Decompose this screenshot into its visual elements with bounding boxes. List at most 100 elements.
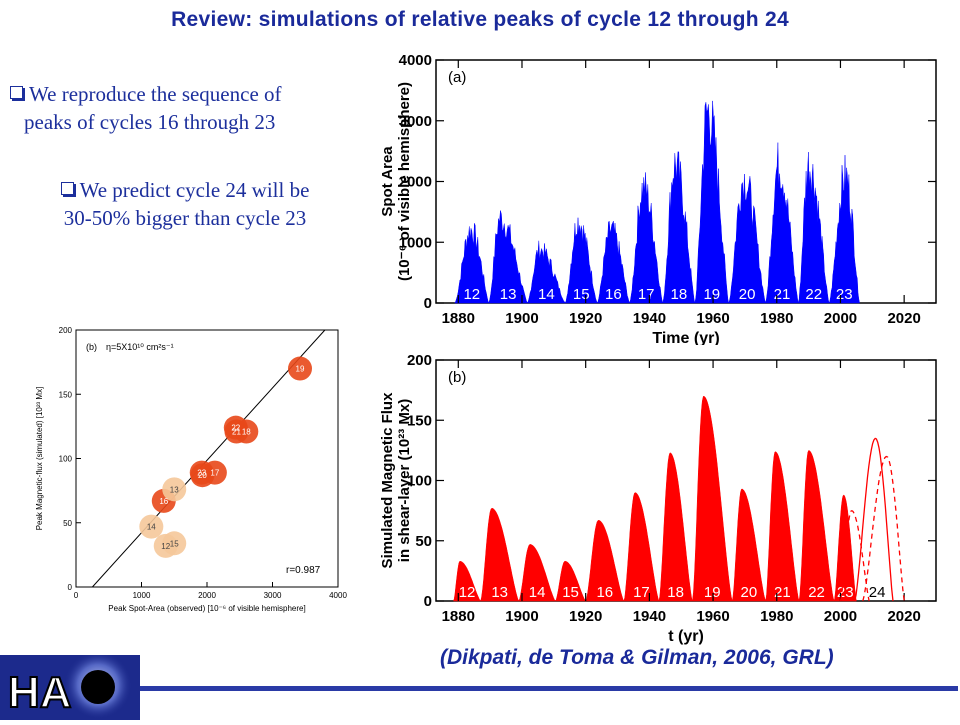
cycle-area-15 <box>564 217 598 304</box>
x-tick-label: 2000 <box>824 608 857 625</box>
x-tick-label: 1880 <box>442 608 475 625</box>
y-tick-label: 0 <box>68 583 73 592</box>
cycle-area-15 <box>554 560 587 602</box>
panel-label: (b) <box>86 342 97 352</box>
bullet-line-2: 30-50% bigger than cycle 23 <box>63 206 307 230</box>
cycle-label-18: 18 <box>667 584 684 601</box>
x-tick-label: 3000 <box>264 591 282 600</box>
y-axis-label-line1: Spot Area <box>379 146 396 217</box>
y-tick-label: 0 <box>424 295 432 312</box>
x-tick-label: 2020 <box>887 608 920 625</box>
x-tick-label: 1960 <box>696 310 729 327</box>
cycle-label-24: 24 <box>869 584 886 601</box>
cycle-area-14 <box>518 544 556 602</box>
checkbox-bullet-icon <box>60 182 74 195</box>
scatter-label-16: 16 <box>159 497 168 506</box>
cycle-label-20: 20 <box>741 584 758 601</box>
scatter-label-21: 21 <box>232 428 241 437</box>
cycle-label-16: 16 <box>605 286 622 303</box>
bullet-predict: We predict cycle 24 will be 30-50% bigge… <box>0 176 370 232</box>
x-tick-label: 1940 <box>633 310 666 327</box>
cycle-area-23 <box>833 494 857 602</box>
x-tick-label: 1920 <box>569 608 602 625</box>
sun-disk-icon <box>81 670 115 704</box>
cycle-area-20 <box>731 488 766 602</box>
bullet-line-1: We reproduce the sequence of <box>10 80 370 108</box>
cycle-label-17: 17 <box>638 286 655 303</box>
x-axis-label: Peak Spot-Area (observed) [10⁻⁶ of visib… <box>108 604 305 613</box>
prediction-dashed-curve-0 <box>839 509 870 602</box>
y-tick-label: 0 <box>424 593 432 610</box>
bullet-line-1: We predict cycle 24 will be <box>0 176 370 204</box>
scatter-label-15: 15 <box>170 539 179 548</box>
x-tick-label: 1900 <box>505 608 538 625</box>
y-axis-label-group: Spot Area (10⁻⁶ of visible hemisphere) <box>379 82 413 281</box>
y-tick-label: 200 <box>407 352 432 369</box>
prediction-dashed-curve-1 <box>862 455 905 602</box>
cycle-label-15: 15 <box>573 286 590 303</box>
cycle-label-19: 19 <box>704 584 721 601</box>
cycle-label-22: 22 <box>808 584 825 601</box>
panel-label: (a) <box>448 69 466 86</box>
y-tick-label: 200 <box>59 326 73 335</box>
x-tick-label: 1880 <box>442 310 475 327</box>
checkbox-bullet-icon <box>10 86 23 99</box>
cycle-area-12 <box>453 561 482 602</box>
cycle-label-19: 19 <box>703 286 720 303</box>
y-axis-label-line1: Simulated Magnetic Flux <box>379 392 396 569</box>
cycle-label-14: 14 <box>538 286 555 303</box>
y-axis-label-line2: (10⁻⁶ of visible hemisphere) <box>396 82 413 281</box>
y-tick-label: 50 <box>415 533 432 550</box>
x-tick-label: 1900 <box>505 310 538 327</box>
cycle-area-20 <box>728 173 766 304</box>
scatter-point-18 <box>234 419 259 444</box>
x-tick-label: 2020 <box>887 310 920 327</box>
cycle-label-23: 23 <box>836 286 853 303</box>
cycle-area-18 <box>658 452 693 602</box>
peak-correlation-scatter: 0 1000 2000 3000 4000 0 50 100 150 200 12 15 14 16 13 2… <box>28 322 358 627</box>
cycle-area-22 <box>798 152 830 304</box>
scatter-label-13: 13 <box>170 485 179 494</box>
x-tick-label: 1960 <box>696 608 729 625</box>
x-tick-label: 1980 <box>760 608 793 625</box>
cycle-area-13 <box>480 507 520 602</box>
cycle-label-13: 13 <box>500 286 517 303</box>
logo-svg: HA <box>7 651 132 719</box>
bullet-reproduce: We reproduce the sequence of peaks of cy… <box>10 80 370 136</box>
x-tick-label: 1940 <box>633 608 666 625</box>
cycle-area-14 <box>527 240 566 304</box>
cycle-area-19 <box>694 100 730 304</box>
y-tick-label: 50 <box>63 519 72 528</box>
scatter-label-19: 19 <box>296 365 305 374</box>
y-axis-label: Peak Magnetic-flux (simulated) [10²³ Mx] <box>35 387 44 531</box>
scatter-point-15 <box>162 531 187 556</box>
diffusivity-annotation: η=5X10¹⁰ cm²s⁻¹ <box>106 342 174 352</box>
x-tick-label: 2000 <box>198 591 216 600</box>
magnetic-flux-chart: 12 13 14 15 16 17 18 19 20 21 22 23 1880 1900 1920 1940… <box>378 345 943 650</box>
panel-label: (b) <box>448 369 466 386</box>
scatter-label-20: 20 <box>198 471 207 480</box>
correlation-label: r=0.987 <box>286 565 321 576</box>
cycle-label-23: 23 <box>837 584 854 601</box>
x-axis-label: t (yr) <box>668 628 704 645</box>
scatter-label-22: 22 <box>231 424 240 433</box>
cycle-area-19 <box>692 396 733 602</box>
scatter-label-14: 14 <box>147 523 156 532</box>
cycle-area-21 <box>765 142 799 304</box>
scatter-point-14 <box>139 514 164 539</box>
scatter-point-19 <box>288 356 313 381</box>
y-axis-label-line2: in shear-layer (10²³ Mx) <box>396 399 413 562</box>
spot-area-chart: 12 13 14 15 16 17 18 19 20 21 22 23 1880 1900 1920 1940… <box>378 50 943 350</box>
x-tick-label: 2000 <box>824 310 857 327</box>
y-tick-label: 150 <box>407 412 432 429</box>
y-tick-label: 4000 <box>399 52 432 69</box>
cycle-area-21 <box>765 451 800 602</box>
cycle-label-12: 12 <box>459 584 476 601</box>
scatter-point-13 <box>162 477 187 502</box>
cycle-label-12: 12 <box>463 286 480 303</box>
x-axis-label: Time (yr) <box>652 330 719 345</box>
bullet-line-2: peaks of cycles 16 through 23 <box>24 110 276 134</box>
cycle-label-15: 15 <box>562 584 579 601</box>
